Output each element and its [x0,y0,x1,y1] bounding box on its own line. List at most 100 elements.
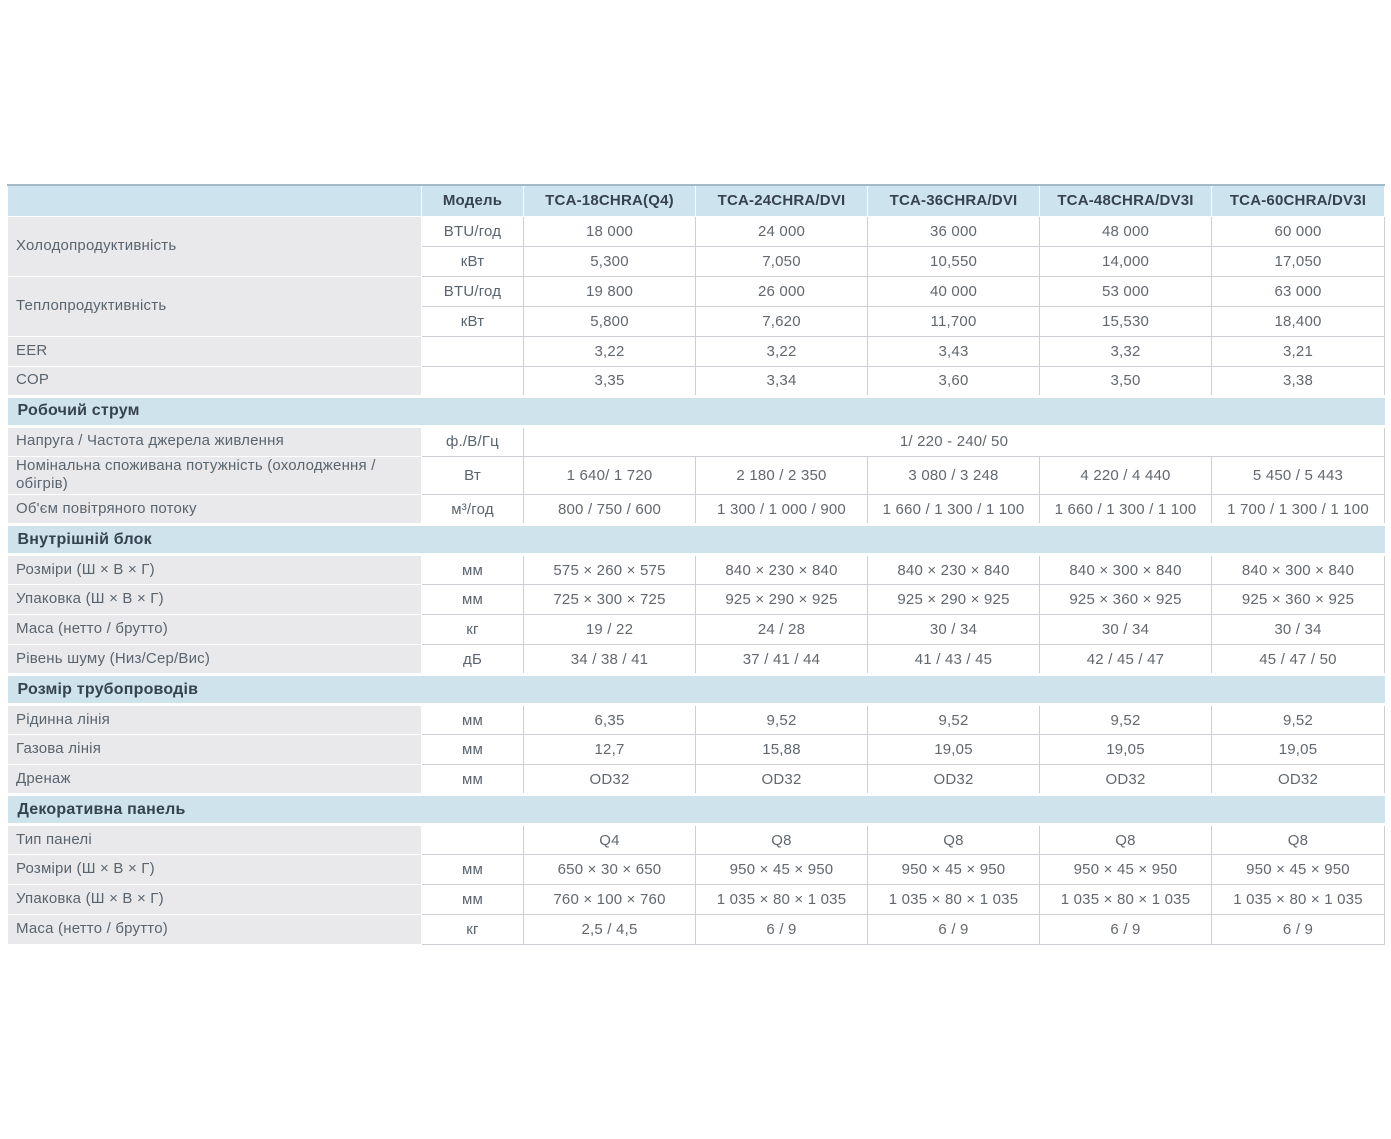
spec-row: Упаковка (Ш × В × Г) мм 760 × 100 × 760 1 0… [7,884,1385,915]
spec-label-cell: Упаковка (Ш × В × Г) [7,884,422,915]
spec-value-cell: 5,300 [523,245,696,277]
spec-table-body: Холодопродуктивність BTU/год 18 000 24 000 3… [7,215,1385,945]
spec-label-cell: Рідинна лінія [7,704,422,735]
spec-value-cell: 925 × 290 × 925 [867,584,1040,615]
spec-value-cell: OD32 [523,764,696,795]
spec-label-cell: Рівень шуму (Низ/Сер/Вис) [7,644,422,675]
spec-unit-cell [421,824,524,855]
spec-unit-cell: дБ [421,644,524,675]
spec-value-cell: 17,050 [1211,245,1385,277]
spec-value-cell: 925 × 360 × 925 [1039,584,1212,615]
spec-row: Теплопродуктивність BTU/год 19 800 26 000 40… [7,275,1385,337]
spec-label-cell: EER [7,335,422,367]
spec-label-cell: Напруга / Частота джерела живлення [7,425,422,457]
spec-label-cell: Холодопродуктивність [7,215,422,277]
spec-value-cell: 15,530 [1039,305,1212,337]
spec-label-cell: Розміри (Ш × В × Г) [7,554,422,585]
spec-value-cell: 925 × 290 × 925 [695,584,868,615]
spec-unit-cell: мм [421,884,524,915]
spec-label-cell: Тип панелі [7,824,422,855]
spec-value-cell: 30 / 34 [1211,614,1385,645]
spec-value-cell: 19,05 [1211,734,1385,765]
spec-value-cell: 24 / 28 [695,614,868,645]
spec-label-cell: Газова лінія [7,734,422,765]
spec-value-cell: 3,34 [695,365,868,397]
spec-label-cell: Теплопродуктивність [7,275,422,337]
model-name-cell: TCA-36CHRA/DVI [867,184,1040,217]
spec-value-cell: 7,050 [695,245,868,277]
spec-value-cell: 6 / 9 [1211,914,1385,945]
spec-value-cell: 3,22 [695,335,868,367]
spec-row: COP 3,35 3,34 3,60 3,50 3,38 [7,365,1385,397]
spec-unit-cell: кг [421,914,524,945]
spec-value-cell: 1 700 / 1 300 / 1 100 [1211,494,1385,525]
section-title: Внутрішній блок [7,523,1385,556]
spec-row: Напруга / Частота джерела живлення ф./В/Г… [7,425,1385,457]
spec-value-cell: 19,05 [867,734,1040,765]
spec-unit-cell: мм [421,854,524,885]
spec-value-cell: 7,620 [695,305,868,337]
spec-value-cell: Q4 [523,824,696,855]
spec-value-cell: 9,52 [1211,704,1385,735]
spec-value-cell: 725 × 300 × 725 [523,584,696,615]
section-header-row: Декоративна панель [7,793,1385,826]
spec-unit-cell: Вт [421,455,524,495]
spec-value-cell: 6,35 [523,704,696,735]
spec-unit-cell [421,335,524,367]
model-label-cell: Модель [421,184,524,217]
spec-value-cell: Q8 [1039,824,1212,855]
model-name-cell: TCA-48CHRA/DV3I [1039,184,1212,217]
spec-value-cell: 10,550 [867,245,1040,277]
spec-value-cell: 575 × 260 × 575 [523,554,696,585]
spec-row: Рідинна лінія мм 6,35 9,52 9,52 9,52 9,52 [7,704,1385,735]
spec-unit-cell: кВт [421,305,524,337]
spec-value-cell: 1 035 × 80 × 1 035 [1039,884,1212,915]
spec-merged-value-cell: 1/ 220 - 240/ 50 [523,425,1385,457]
spec-value-cell: 34 / 38 / 41 [523,644,696,675]
spec-value-cell: OD32 [1039,764,1212,795]
spec-value-cell: 1 035 × 80 × 1 035 [695,884,868,915]
spec-value-cell: 840 × 230 × 840 [867,554,1040,585]
spec-value-cell: 14,000 [1039,245,1212,277]
spec-row: Рівень шуму (Низ/Сер/Вис) дБ 34 / 38 / 41 3… [7,644,1385,675]
spec-value-cell: 30 / 34 [867,614,1040,645]
spec-value-cell: 36 000 [867,215,1040,247]
section-title: Розмір трубопроводів [7,673,1385,706]
spec-unit-cell: BTU/год [421,275,524,307]
spec-value-cell: 37 / 41 / 44 [695,644,868,675]
spec-value-cell: 840 × 300 × 840 [1039,554,1212,585]
spec-row: Упаковка (Ш × В × Г) мм 725 × 300 × 725 925… [7,584,1385,615]
spec-row: кВт 5,800 7,620 11,700 15,530 18,400 [8,305,1385,337]
spec-value-cell: 1 660 / 1 300 / 1 100 [1039,494,1212,525]
spec-value-cell: 4 220 / 4 440 [1039,455,1212,495]
spec-row: EER 3,22 3,22 3,43 3,32 3,21 [7,335,1385,367]
spec-value-cell: 3,35 [523,365,696,397]
spec-unit-cell: мм [421,554,524,585]
spec-value-cell: Q8 [695,824,868,855]
spec-value-cell: 3,50 [1039,365,1212,397]
spec-label-cell: Дренаж [7,764,422,795]
spec-unit-cell: ф./В/Гц [421,425,524,457]
spec-row: Тип панелі Q4 Q8 Q8 Q8 Q8 [7,824,1385,855]
model-name-cell: TCA-24CHRA/DVI [695,184,868,217]
spec-table-head: Модель TCA-18CHRA(Q4) TCA-24CHRA/DVI TCA-36… [7,184,1385,217]
spec-value-cell: 950 × 45 × 950 [1211,854,1385,885]
spec-value-cell: 5 450 / 5 443 [1211,455,1385,495]
spec-value-cell: 3,22 [523,335,696,367]
spec-table: Модель TCA-18CHRA(Q4) TCA-24CHRA/DVI TCA-36… [7,184,1385,945]
spec-label-cell: COP [7,365,422,397]
spec-value-cell: 3 080 / 3 248 [867,455,1040,495]
spec-label-cell: Маса (нетто / брутто) [7,614,422,645]
spec-label-cell: Маса (нетто / брутто) [7,914,422,945]
spec-row: Номінальна споживана потужність (охолодж… [7,455,1385,495]
spec-value-cell: 48 000 [1039,215,1212,247]
spec-value-cell: Q8 [867,824,1040,855]
spec-value-cell: 45 / 47 / 50 [1211,644,1385,675]
spec-value-cell: 30 / 34 [1039,614,1212,645]
spec-value-cell: 800 / 750 / 600 [523,494,696,525]
header-spacer-cell [7,184,422,217]
spec-value-cell: 1 035 × 80 × 1 035 [867,884,1040,915]
spec-value-cell: 18 000 [523,215,696,247]
section-title: Робочий струм [7,394,1385,428]
